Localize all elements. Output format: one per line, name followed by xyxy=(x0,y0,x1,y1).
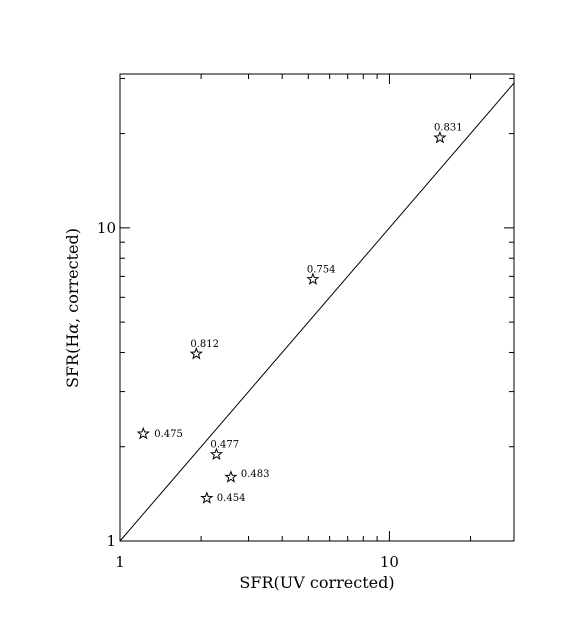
data-point-star xyxy=(209,447,224,461)
data-point-star xyxy=(200,491,214,504)
data-point-star xyxy=(224,470,238,483)
point-label: 0.475 xyxy=(154,429,183,440)
y-tick-label: 1 xyxy=(106,532,116,550)
y-axis-title: SFR(Hα, corrected) xyxy=(63,228,82,388)
plot-frame xyxy=(119,73,515,542)
data-points xyxy=(136,130,447,504)
y-axis-title-part-1: SFR(H xyxy=(63,334,82,388)
x-axis-title: SFR(UV corrected) xyxy=(239,573,394,592)
y-axis-title-alpha: α xyxy=(63,323,82,334)
one-to-one-line xyxy=(119,82,515,542)
data-point-star xyxy=(189,346,203,360)
x-tick-label: 1 xyxy=(115,553,125,571)
x-tick-label: 10 xyxy=(380,553,399,571)
point-label: 0.477 xyxy=(210,439,239,450)
point-label: 0.754 xyxy=(307,264,336,275)
plot-border xyxy=(119,73,515,542)
tick-labels: 1 10 1 10 xyxy=(97,219,399,571)
data-point-star xyxy=(306,272,320,285)
axis-ticks xyxy=(119,74,514,542)
point-label: 0.454 xyxy=(217,493,246,504)
point-label: 0.831 xyxy=(434,123,463,134)
point-label: 0.483 xyxy=(241,469,270,480)
reference-line-group xyxy=(119,82,515,542)
point-label: 0.812 xyxy=(190,339,219,350)
point-labels: 0.475 0.812 0.477 0.454 0.483 0.754 0.831 xyxy=(154,123,462,504)
data-point-star xyxy=(136,426,150,440)
y-tick-label: 10 xyxy=(97,219,116,237)
data-point-star xyxy=(433,130,447,144)
y-axis-title-part-2: , corrected) xyxy=(63,228,82,323)
